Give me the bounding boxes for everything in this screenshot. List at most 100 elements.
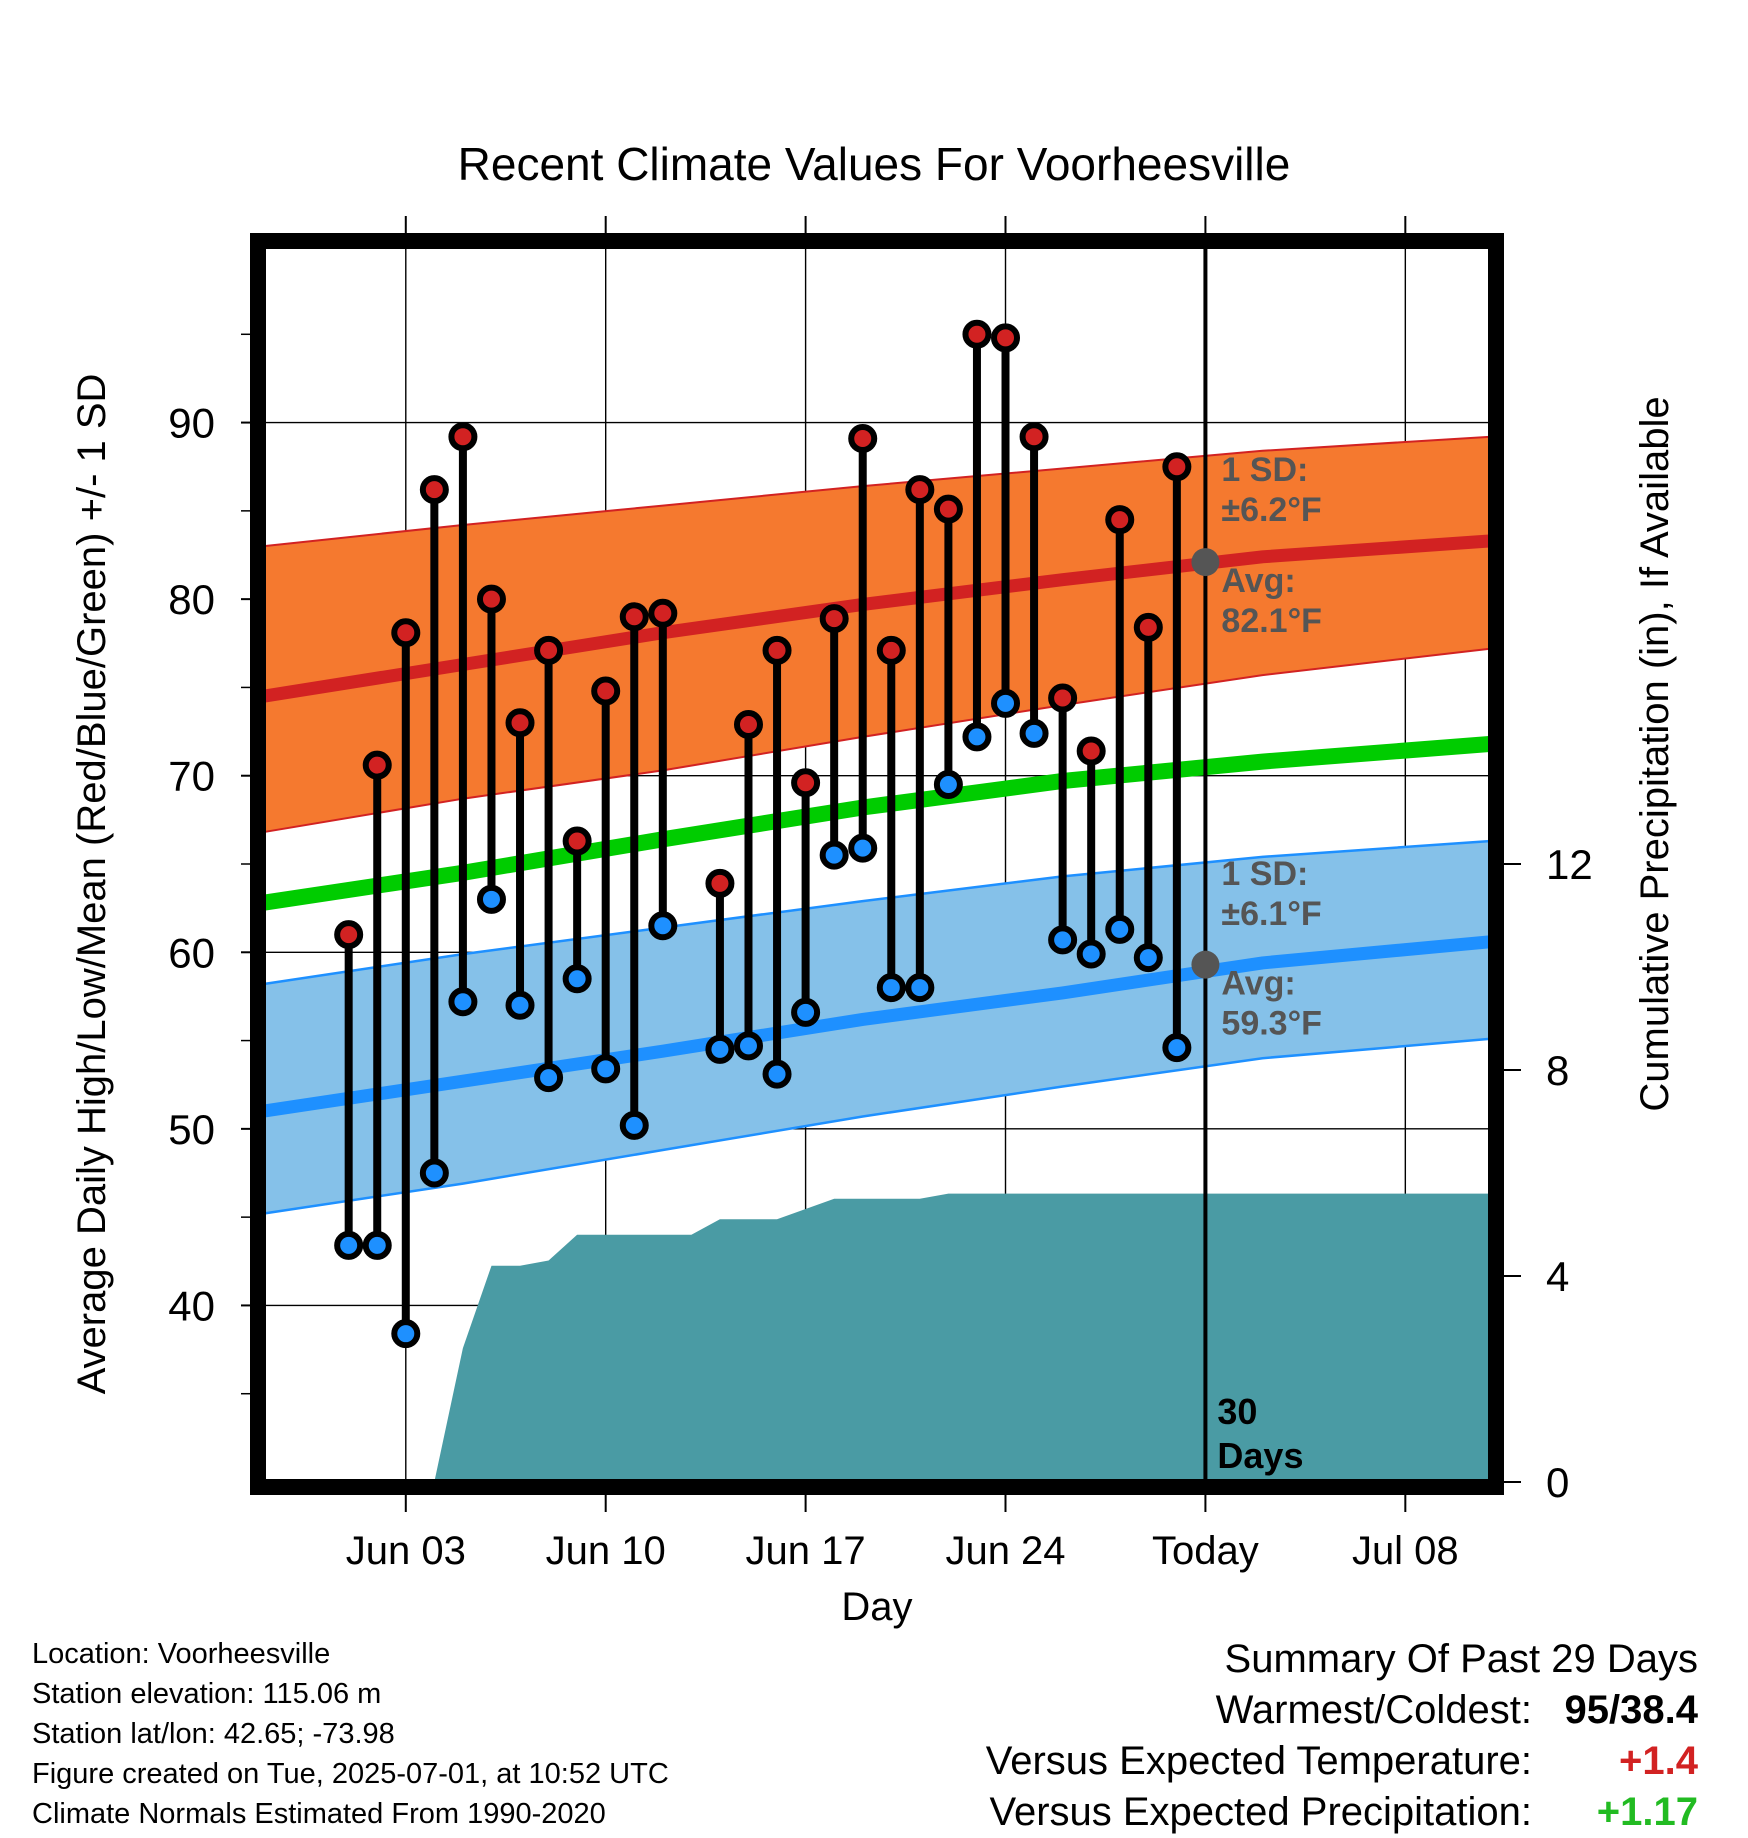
temp-value: +1.4 (1619, 1739, 1698, 1783)
y-tick-label-left: 70 (168, 753, 215, 800)
summary-warm-cold: Warmest/Coldest: 95/38.4 (986, 1685, 1698, 1736)
y-tick-label-left: 80 (168, 576, 215, 623)
daily-low-point (448, 987, 478, 1017)
daily-low-point (591, 1054, 621, 1084)
warm-cold-label: Warmest/Coldest: (1215, 1688, 1532, 1732)
warm-cold-value: 95/38.4 (1564, 1688, 1698, 1732)
daily-high-point (362, 750, 392, 780)
summary-temp: Versus Expected Temperature: +1.4 (986, 1736, 1698, 1787)
plot-frame (250, 233, 1504, 1495)
latlon-text: Station lat/lon: 42.65; -73.98 (32, 1718, 395, 1750)
low-avg-annotation: 59.3°F (1221, 1005, 1322, 1043)
y-tick-label-left: 90 (168, 400, 215, 447)
daily-high-point (1019, 422, 1049, 452)
low-lower-line (262, 1037, 1492, 1215)
x-tick-label: Jun 24 (945, 1529, 1065, 1573)
daily-high-point (705, 868, 735, 898)
daily-low-point (534, 1063, 564, 1093)
daily-low-point (1076, 939, 1106, 969)
daily-low-point (876, 973, 906, 1003)
y-tick-label-right: 12 (1546, 841, 1593, 888)
elevation-text: Station elevation: 115.06 m (32, 1678, 382, 1710)
daily-low-point (648, 911, 678, 941)
climate-chart: Recent Climate Values For Voorheesville … (70, 138, 1677, 1629)
location-text: Location: Voorheesville (32, 1638, 331, 1670)
daily-high-point (848, 423, 878, 453)
daily-high-point (933, 494, 963, 524)
daily-high-point (648, 598, 678, 628)
low-sd-annotation: ±6.1°F (1221, 895, 1321, 933)
daily-high-point (505, 708, 535, 738)
daily-high-point (791, 768, 821, 798)
created-text: Figure created on Tue, 2025-07-01, at 10… (32, 1758, 669, 1790)
summary-title: Summary Of Past 29 Days (986, 1634, 1698, 1685)
daily-high-point (334, 920, 364, 950)
high-sd-band (263, 436, 1491, 833)
x-axis-label: Day (841, 1585, 912, 1629)
today-days-label: 30 (1217, 1391, 1257, 1432)
precip-label: Versus Expected Precipitation: (989, 1790, 1532, 1834)
daily-high-point (905, 475, 935, 505)
precip-value: +1.17 (1596, 1790, 1698, 1834)
high-sd-annotation: 1 SD: (1221, 451, 1308, 489)
daily-low-point (762, 1059, 792, 1089)
daily-high-point (391, 618, 421, 648)
high-avg-annotation: 82.1°F (1221, 602, 1322, 640)
daily-high-point (1133, 612, 1163, 642)
x-tick-label: Jun 10 (546, 1529, 666, 1573)
y-tick-label-right: 4 (1546, 1253, 1569, 1300)
x-tick-label: Jun 03 (346, 1529, 466, 1573)
daily-high-point (762, 635, 792, 665)
daily-low-point (1019, 718, 1049, 748)
daily-high-point (419, 475, 449, 505)
low-sd-band (263, 841, 1491, 1214)
daily-low-point (505, 990, 535, 1020)
daily-low-point (1133, 943, 1163, 973)
summary-title-text: Summary Of Past 29 Days (1224, 1637, 1698, 1681)
temp-label: Versus Expected Temperature: (985, 1739, 1532, 1783)
daily-high-point (1105, 505, 1135, 535)
daily-high-point (1048, 683, 1078, 713)
daily-high-point (991, 323, 1021, 353)
daily-high-point (819, 604, 849, 634)
daily-low-point (1105, 914, 1135, 944)
daily-low-point (705, 1034, 735, 1064)
high-avg-annotation: Avg: (1221, 562, 1295, 600)
low-average-line (262, 935, 1492, 1118)
daily-high-point (591, 676, 621, 706)
daily-high-point (733, 710, 763, 740)
summary-precip: Versus Expected Precipitation: +1.17 (986, 1787, 1698, 1838)
chart-title: Recent Climate Values For Voorheesville (458, 138, 1291, 190)
daily-low-point (362, 1230, 392, 1260)
high-sd-annotation: ±6.2°F (1221, 491, 1321, 529)
daily-low-point (619, 1110, 649, 1140)
daily-high-point (962, 319, 992, 349)
daily-low-point (733, 1031, 763, 1061)
y-tick-label-left: 60 (168, 929, 215, 976)
daily-high-point (1162, 452, 1192, 482)
daily-low-point (562, 964, 592, 994)
daily-low-point (962, 722, 992, 752)
today-low-avg-marker (1191, 950, 1220, 979)
daily-high-point (1076, 736, 1106, 766)
summary-panel: Summary Of Past 29 Days Warmest/Coldest:… (986, 1634, 1698, 1838)
y-tick-label-left: 50 (168, 1106, 215, 1153)
daily-low-point (476, 884, 506, 914)
today-high-avg-marker (1191, 548, 1220, 577)
x-tick-label: Jul 08 (1352, 1529, 1459, 1573)
daily-low-point (334, 1230, 364, 1260)
today-days-label: Days (1217, 1435, 1303, 1476)
y-tick-label-left: 40 (168, 1282, 215, 1329)
normals-text: Climate Normals Estimated From 1990-2020 (32, 1798, 606, 1830)
y-tick-label-right: 0 (1546, 1459, 1569, 1506)
low-sd-annotation: 1 SD: (1221, 855, 1308, 893)
precip-area (434, 1193, 1491, 1482)
daily-low-point (1162, 1033, 1192, 1063)
daily-low-point (1048, 925, 1078, 955)
daily-low-point (933, 770, 963, 800)
daily-high-point (448, 422, 478, 452)
x-tick-label: Today (1152, 1529, 1259, 1573)
daily-low-point (419, 1158, 449, 1188)
daily-high-point (534, 635, 564, 665)
